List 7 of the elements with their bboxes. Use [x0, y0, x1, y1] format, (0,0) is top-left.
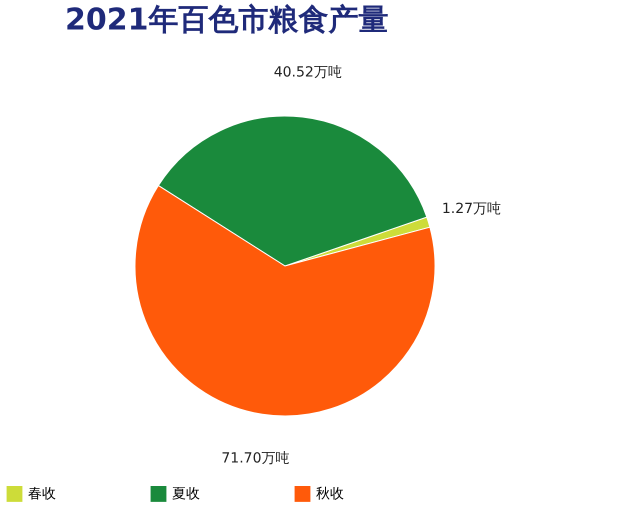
data-label: 71.70万吨 [221, 450, 290, 467]
legend-label: 春收 [28, 486, 56, 502]
chart-title: 2021年百色市粮食产量 [65, 2, 388, 38]
data-label: 1.27万吨 [442, 200, 502, 217]
legend-label: 秋收 [316, 486, 344, 502]
legend-label: 夏收 [172, 486, 200, 502]
data-label: 40.52万吨 [274, 64, 342, 80]
